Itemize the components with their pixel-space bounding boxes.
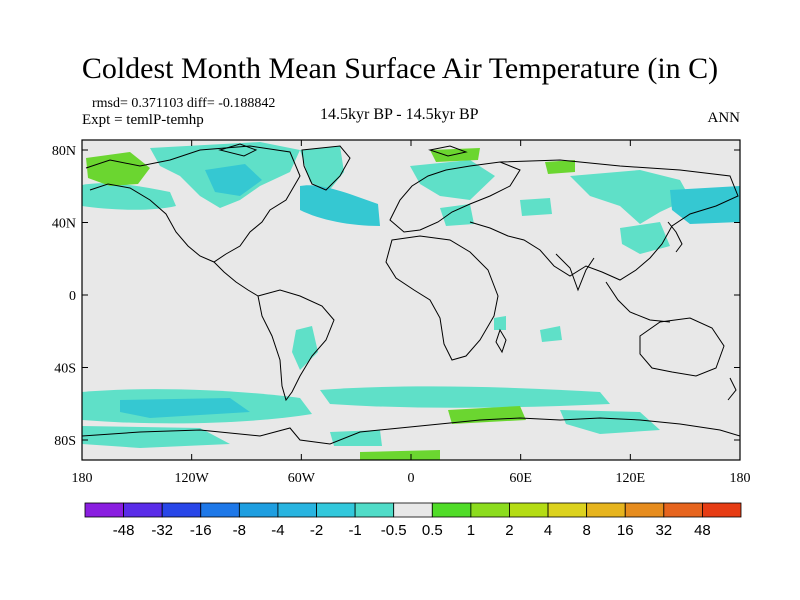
anomaly-region-hudson	[205, 164, 262, 196]
colorbar-swatch	[393, 502, 433, 518]
lon-tick-label: 180	[730, 471, 751, 486]
colorbar-swatch	[161, 502, 202, 518]
anomaly-region-barents	[430, 148, 480, 162]
coast-north-america	[85, 145, 301, 263]
anomaly-region-north-pacific	[82, 183, 176, 210]
coast-africa	[385, 235, 499, 361]
anomaly-region-south-america	[292, 326, 318, 370]
lat-tick-label: 80N	[52, 144, 76, 159]
lon-tick-label: 60W	[288, 471, 316, 486]
colorbar-label: 32	[655, 522, 672, 539]
lat-tick-label: 40S	[54, 362, 76, 377]
coast-arctic-islands	[218, 143, 468, 157]
lat-tick-label: 80S	[54, 434, 76, 449]
anomaly-region-central-asia	[520, 198, 552, 216]
coastlines	[82, 143, 740, 445]
colorbar: -48 -32 -16 -8 -4 -2 -1 -0.5 0.5 1 2 4 8 16 32 48	[84, 502, 742, 539]
coast-europe	[389, 161, 521, 233]
colorbar-swatch	[84, 502, 124, 518]
anomaly-region-africa-east	[494, 316, 506, 330]
colorbar-label: 1	[467, 522, 475, 539]
anomaly-region-weddell	[330, 430, 382, 446]
latitude-axis: 80N 40N 0 40S 80S	[52, 144, 740, 449]
colorbar-label: -0.5	[381, 522, 407, 539]
coast-australia	[639, 317, 725, 377]
colorbar-label: 0.5	[422, 522, 443, 539]
anomaly-region-greenland	[300, 146, 344, 192]
anomaly-region-europe	[410, 160, 495, 200]
colorbar-label: -16	[190, 522, 212, 539]
colorbar-label: -4	[271, 522, 284, 539]
experiment-text: Expt = temlP-temhp	[82, 112, 204, 128]
coast-japan	[667, 221, 683, 253]
anomaly-shading	[82, 142, 740, 460]
colorbar-label: -8	[233, 522, 246, 539]
colorbar-label: 2	[505, 522, 513, 539]
anomaly-region-north-atlantic	[300, 185, 380, 226]
colorbar-label: -1	[348, 522, 361, 539]
coast-greenland	[301, 145, 351, 191]
colorbar-swatch	[238, 502, 279, 518]
map-title: Coldest Month Mean Surface Air Temperatu…	[81, 52, 719, 85]
anomaly-region-southern-ocean-green	[448, 406, 526, 424]
colorbar-swatch	[123, 502, 163, 518]
coast-central-america	[213, 261, 259, 297]
colorbar-swatch	[702, 502, 742, 518]
lon-tick-label: 0	[408, 471, 415, 486]
colorbar-label: 48	[694, 522, 711, 539]
anomaly-region-scandinavia	[440, 204, 474, 226]
coast-madagascar	[495, 328, 507, 354]
coast-india	[555, 253, 595, 292]
colorbar-label: -2	[310, 522, 323, 539]
anomaly-region-north-pacific-east	[670, 186, 740, 224]
colorbar-swatch	[431, 502, 472, 518]
colorbar-swatch	[663, 502, 703, 518]
anomaly-region-southern-ocean-mid	[320, 386, 610, 408]
lon-tick-label: 120W	[175, 471, 210, 486]
lon-tick-label: 180	[72, 471, 93, 486]
colorbar-label: 8	[582, 522, 590, 539]
colorbar-swatch	[509, 502, 549, 518]
colorbar-swatch	[277, 502, 317, 518]
colorbar-swatch	[586, 502, 626, 518]
colorbar-swatch	[200, 502, 240, 518]
coast-asia	[469, 159, 739, 281]
longitude-axis: 180 120W 60W 0 60E 120E 180	[72, 140, 751, 486]
colorbar-swatch	[470, 502, 510, 518]
coast-new-zealand	[727, 377, 737, 401]
anomaly-region-kara	[545, 160, 575, 174]
anomaly-region-east-asia	[620, 222, 670, 254]
lon-tick-label: 120E	[616, 471, 646, 486]
season-label: ANN	[707, 110, 741, 126]
colorbar-label: 16	[617, 522, 634, 539]
colorbar-label: 4	[544, 522, 552, 539]
colorbar-swatch	[624, 502, 665, 518]
colorbar-label: -32	[151, 522, 173, 539]
anomaly-region-antarctic-coast	[82, 426, 230, 448]
lat-tick-label: 0	[69, 289, 76, 304]
coast-antarctica	[82, 417, 740, 445]
coast-south-america	[257, 289, 335, 402]
colorbar-label: -48	[113, 522, 135, 539]
lat-tick-label: 40N	[52, 217, 76, 232]
anomaly-region-alaska	[86, 152, 150, 186]
lon-tick-label: 60E	[509, 471, 532, 486]
anomaly-region-southern-ocean-core	[120, 398, 250, 418]
period-subtitle: 14.5kyr BP - 14.5kyr BP	[320, 106, 479, 123]
anomaly-region-antarctic-east	[560, 410, 660, 434]
anomaly-region-antarctic-green	[360, 450, 440, 460]
anomaly-region-indian	[540, 326, 562, 342]
colorbar-swatch	[354, 502, 395, 518]
colorbar-swatch	[547, 502, 588, 518]
stats-text: rmsd= 0.371103 diff= -0.188842	[92, 96, 276, 111]
anomaly-region-siberia	[570, 170, 690, 224]
colorbar-swatch	[316, 502, 356, 518]
coast-southeast-asia	[605, 281, 671, 323]
